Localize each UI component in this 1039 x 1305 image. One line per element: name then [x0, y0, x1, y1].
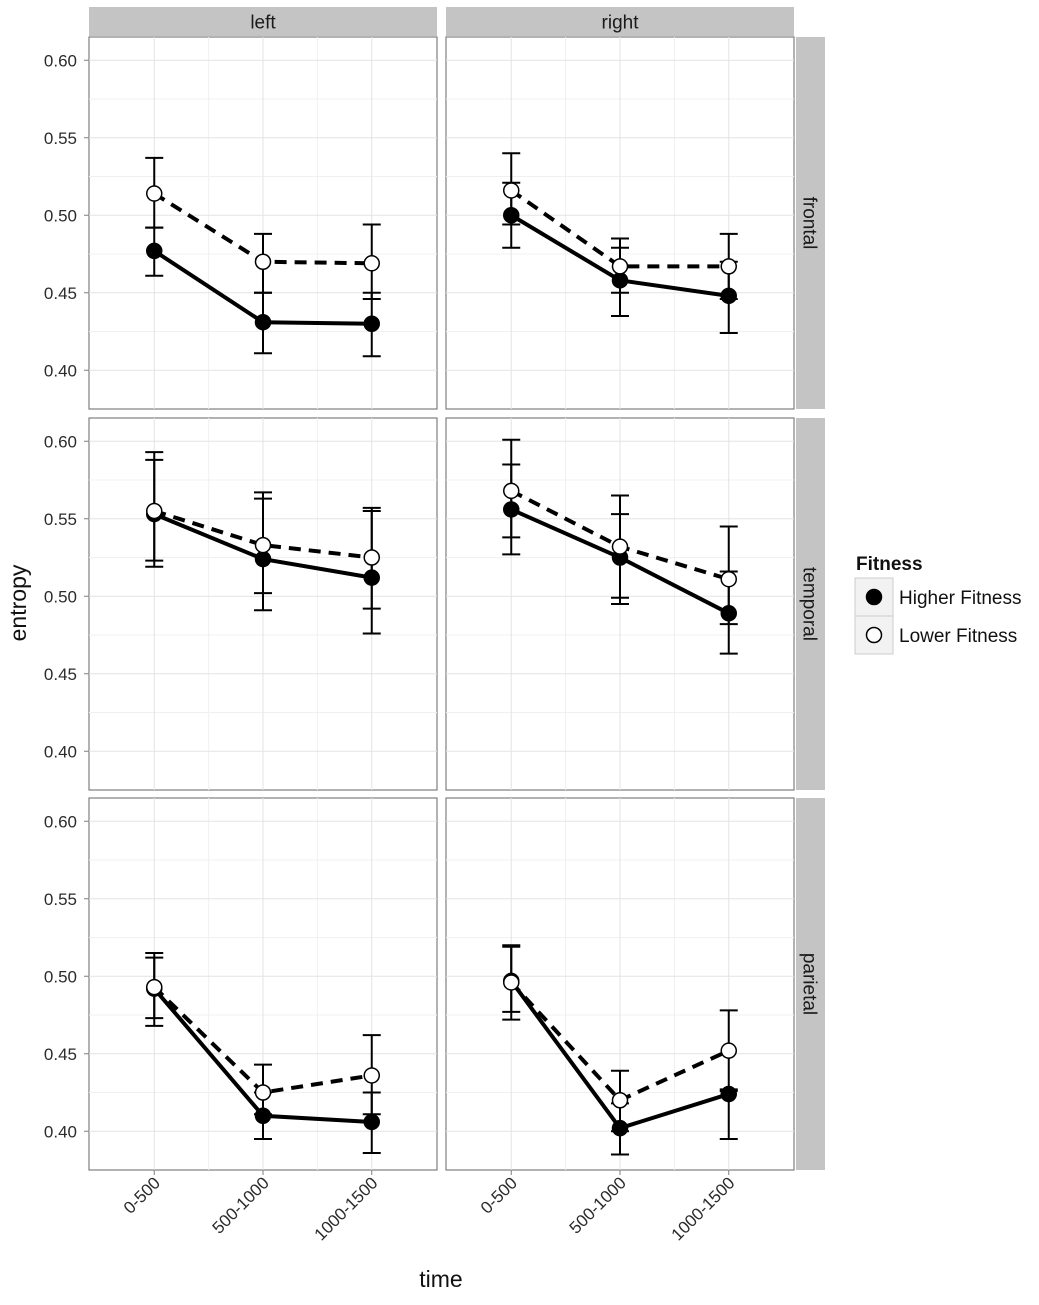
y-tick-label: 0.55: [44, 890, 77, 909]
data-point-higher: [720, 1085, 737, 1103]
data-point-higher: [363, 1113, 380, 1131]
y-tick-label: 0.60: [44, 432, 77, 451]
data-point-lower: [254, 536, 272, 554]
data-point-lower: [611, 538, 629, 555]
data-point-lower: [611, 1092, 629, 1109]
y-tick-label: 0.50: [44, 587, 77, 606]
panels-layer: left right frontal temporal parietal 0.40 0.45…: [44, 7, 825, 1244]
data-point-lower: [146, 502, 163, 520]
y-tick-label: 0.55: [44, 510, 77, 529]
data-point-lower: [503, 482, 520, 500]
data-point-higher: [720, 287, 737, 305]
data-point-higher: [611, 272, 629, 289]
strip-col-left: [89, 7, 437, 36]
y-tick-label: 0.50: [44, 206, 77, 225]
y-tick-label: 0.55: [44, 129, 77, 148]
y-tick-label: 0.45: [44, 665, 77, 684]
strip-row-label-parietal: parietal: [799, 953, 820, 1015]
data-point-higher: [503, 501, 520, 518]
legend: Fitness Higher Fitness Lower Fitness: [854, 554, 1022, 655]
panel-frontal-left: 0.40 0.45 0.50 0.55 0.60: [44, 36, 438, 410]
x-axis-title: time: [419, 1266, 462, 1292]
data-point-lower: [720, 570, 737, 588]
strip-row-parietal: [796, 798, 825, 1170]
y-tick-label: 0.45: [44, 284, 77, 303]
legend-title: Fitness: [856, 554, 923, 575]
data-point-lower: [363, 549, 380, 566]
data-point-higher: [254, 550, 272, 568]
data-point-higher: [720, 605, 737, 622]
x-tick-label: 1000-1500: [311, 1173, 382, 1244]
x-tick-label: 500-1000: [209, 1173, 273, 1237]
data-point-lower: [146, 978, 163, 996]
legend-marker-lower: [865, 626, 883, 644]
data-point-lower: [503, 974, 520, 991]
legend-label-higher: Higher Fitness: [899, 588, 1022, 609]
axes-layer: entropy time: [5, 564, 463, 1292]
y-tick-label: 0.45: [44, 1045, 77, 1064]
data-point-higher: [363, 315, 380, 332]
y-tick-label: 0.60: [44, 812, 77, 831]
data-point-lower: [254, 1084, 272, 1101]
series-line-lower: [510, 188, 729, 269]
strip-row-temporal: [796, 418, 825, 790]
strip-col-label-left: left: [250, 13, 276, 34]
strip-col-label-right: right: [602, 13, 640, 34]
legend-marker-higher: [865, 588, 883, 606]
data-point-lower: [363, 255, 380, 272]
data-point-lower: [363, 1067, 380, 1084]
data-point-higher: [611, 1119, 629, 1137]
strip-row-label-temporal: temporal: [799, 567, 820, 641]
x-tick-label: 500-1000: [566, 1173, 630, 1237]
data-point-higher: [254, 313, 272, 331]
strip-row-frontal: [796, 37, 825, 409]
data-point-higher: [254, 1107, 272, 1124]
series-line-lower: [153, 509, 372, 560]
panel-temporal-left: 0.40 0.45 0.50 0.55 0.60: [44, 417, 438, 791]
x-tick-label: 0-500: [477, 1173, 521, 1217]
y-axis-title: entropy: [5, 564, 31, 641]
panel-parietal-right: 0-500 500-1000 1000-1500: [445, 797, 795, 1244]
data-point-lower: [720, 258, 737, 275]
y-tick-label: 0.50: [44, 967, 77, 986]
panel-parietal-left: 0.40 0.45 0.50 0.55 0.60 0-500 500-1000 1000-15…: [44, 797, 438, 1244]
y-tick-label: 0.60: [44, 51, 77, 70]
legend-label-lower: Lower Fitness: [899, 626, 1017, 647]
x-tick-label: 0-500: [120, 1173, 164, 1217]
strip-col-right: [446, 7, 794, 36]
panel-temporal-right: [445, 417, 795, 791]
data-point-lower: [720, 1042, 737, 1059]
y-tick-label: 0.40: [44, 1122, 77, 1141]
data-point-lower: [254, 253, 272, 270]
data-point-lower: [503, 182, 520, 199]
data-point-higher: [503, 207, 520, 224]
y-tick-label: 0.40: [44, 742, 77, 761]
x-tick-label: 1000-1500: [668, 1173, 739, 1244]
strip-row-label-frontal: frontal: [799, 197, 820, 250]
panel-frontal-right: [445, 36, 795, 410]
data-point-lower: [611, 258, 629, 275]
data-point-lower: [146, 185, 163, 202]
data-point-higher: [363, 569, 380, 586]
y-tick-label: 0.40: [44, 361, 77, 380]
data-point-higher: [146, 242, 163, 260]
